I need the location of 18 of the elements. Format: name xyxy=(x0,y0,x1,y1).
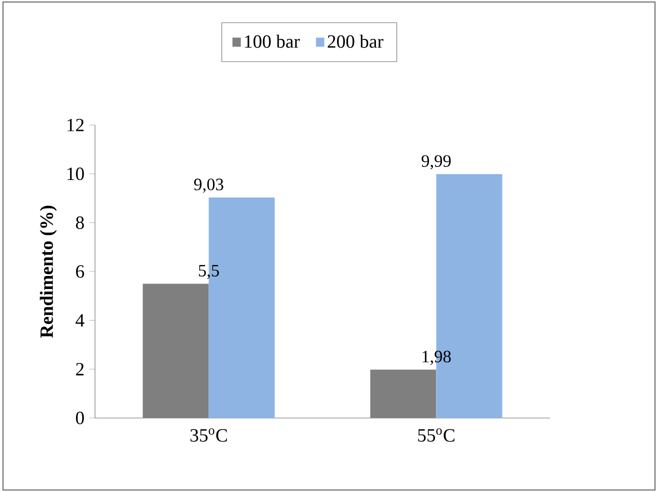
legend-label: 200 bar xyxy=(328,34,384,48)
x-tick-label: 55$^{o}$C xyxy=(418,428,454,442)
y-tick-label: 2 xyxy=(76,362,84,376)
y-tick-label: 8 xyxy=(76,216,84,229)
legend-label: 100 bar xyxy=(245,34,300,48)
y-tick-label: 4 xyxy=(76,314,84,326)
x-tick-label: 35$^{o}$C xyxy=(190,428,227,442)
y-tick-label: 0 xyxy=(76,412,84,424)
y-tick-label: 6 xyxy=(76,265,84,278)
y-tick-label: 10 xyxy=(68,168,84,180)
y-axis-title: Rendimento (%) xyxy=(40,206,57,338)
bar xyxy=(370,370,436,418)
data-label: 9,99 xyxy=(422,155,451,170)
bar xyxy=(142,284,209,418)
data-label: 5,5 xyxy=(198,264,219,279)
data-label: 1,98 xyxy=(422,350,451,365)
data-label: 9,03 xyxy=(194,178,224,193)
y-tick-label: 12 xyxy=(68,118,84,132)
